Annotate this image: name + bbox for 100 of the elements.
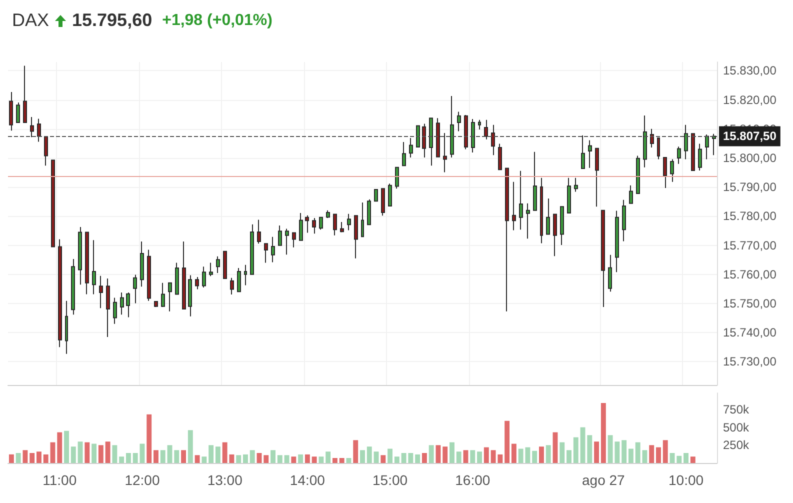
candlestick (257, 219, 261, 244)
y-tick-label: 15.770,00 (723, 238, 777, 252)
bar (477, 452, 482, 463)
candlestick (285, 228, 289, 256)
bar (140, 444, 145, 463)
bar (92, 444, 97, 463)
candlestick (457, 111, 461, 132)
bar (194, 455, 200, 463)
y-tick-label: 15.780,00 (723, 209, 777, 224)
candlestick (629, 184, 633, 204)
candlestick (340, 222, 344, 233)
candlestick (546, 198, 550, 235)
bar (360, 450, 365, 463)
y-tick-label: 15.830,00 (723, 64, 777, 78)
y-tick-label: 15.820,00 (723, 92, 777, 107)
candlestick (299, 212, 303, 241)
candlestick (567, 177, 571, 214)
bar (504, 420, 510, 463)
candlestick (202, 266, 206, 288)
candlestick (374, 188, 378, 202)
bar (98, 445, 104, 463)
text: +1,98 (+0,01%) (162, 12, 272, 30)
bar (662, 440, 668, 463)
x-tick-label: 10:00 (668, 472, 704, 488)
candlestick (498, 143, 502, 170)
candlestick (333, 214, 337, 236)
candlestick (182, 241, 186, 310)
x-tick-label: 11:00 (42, 472, 77, 488)
candlestick (436, 118, 440, 158)
candlestick (505, 168, 509, 312)
candlestick (636, 155, 640, 194)
candlestick (471, 118, 475, 153)
bar (36, 452, 42, 463)
bar (256, 453, 262, 463)
candlestick (464, 114, 468, 150)
candlestick (195, 276, 199, 290)
candlestick (23, 65, 27, 124)
candlestick (416, 125, 420, 148)
bar (484, 447, 489, 463)
bar (270, 450, 276, 463)
bar (208, 445, 214, 463)
bar (326, 452, 331, 463)
bar (284, 455, 290, 463)
x-tick-label: 12:00 (124, 472, 160, 488)
y-tick-label: 250k (723, 438, 750, 452)
candlestick (9, 91, 13, 132)
bar (119, 456, 124, 463)
candlestick (44, 136, 48, 166)
candlestick (395, 166, 399, 190)
bar (22, 450, 28, 463)
candlestick (684, 124, 688, 160)
candlestick (409, 137, 413, 158)
bar (600, 403, 606, 463)
candlestick (712, 133, 716, 156)
bar (105, 442, 110, 463)
candlestick (250, 224, 254, 275)
y-tick-label: 15.730,00 (723, 354, 777, 369)
candlestick (147, 249, 151, 302)
candlestick (588, 140, 592, 168)
bar (57, 432, 62, 463)
y-tick-label: 750k (723, 402, 750, 416)
candlestick (37, 118, 41, 142)
bar (318, 456, 324, 463)
chart-subtitle: 15.795,60 (72, 10, 152, 31)
candlestick (670, 158, 674, 182)
bar (690, 456, 696, 463)
bar (456, 452, 462, 463)
candlestick (595, 148, 599, 208)
bar (470, 450, 476, 463)
candlestick (16, 102, 20, 124)
bar (298, 454, 304, 463)
bar (538, 446, 544, 463)
candlestick (705, 134, 709, 160)
bar (154, 450, 158, 463)
candlestick (326, 210, 330, 218)
candlestick (367, 198, 371, 226)
candlestick (560, 206, 564, 246)
x-tick-label: 15:00 (372, 472, 408, 488)
bar (346, 458, 352, 463)
candlestick (71, 258, 75, 316)
candlestick (491, 124, 495, 156)
candlestick (120, 292, 124, 316)
x-tick-label: 16:00 (455, 472, 490, 488)
candlestick (161, 282, 165, 308)
bar (394, 456, 400, 463)
bar (594, 442, 600, 463)
candlestick (698, 143, 702, 172)
bar (202, 456, 207, 463)
candlestick (85, 232, 89, 295)
candlestick (278, 225, 282, 246)
bar (181, 450, 186, 463)
candlestick (429, 118, 433, 166)
candlestick (140, 241, 144, 288)
bar (126, 453, 131, 463)
candlestick (244, 264, 247, 286)
y-tick-label: 15.790,00 (723, 180, 777, 194)
y-tick-label: 15.750,00 (723, 296, 777, 311)
bar (560, 442, 565, 463)
candlestick (188, 274, 192, 317)
bar (50, 442, 56, 463)
